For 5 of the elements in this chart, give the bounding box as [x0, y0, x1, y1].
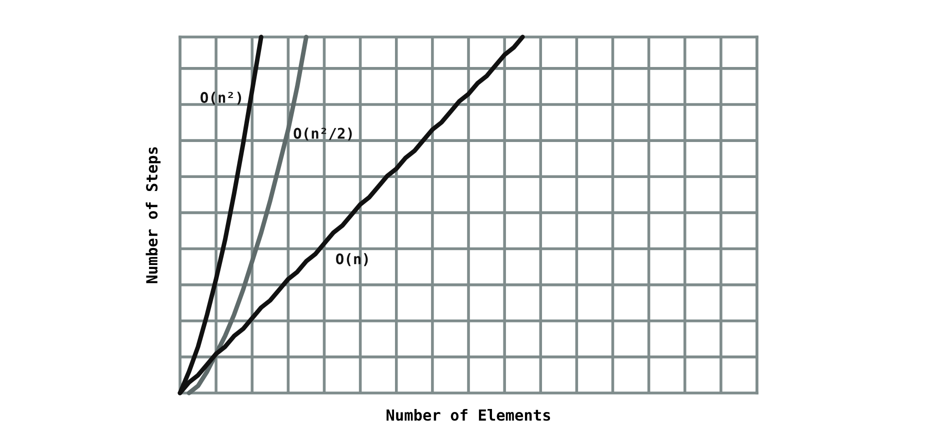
x-axis-title: Number of Elements	[386, 408, 550, 421]
series-label: O(n)	[336, 253, 368, 266]
series-label: O(n²)	[200, 92, 242, 105]
y-axis-title: Number of Steps	[146, 147, 161, 284]
series-label: O(n²/2)	[294, 128, 352, 141]
